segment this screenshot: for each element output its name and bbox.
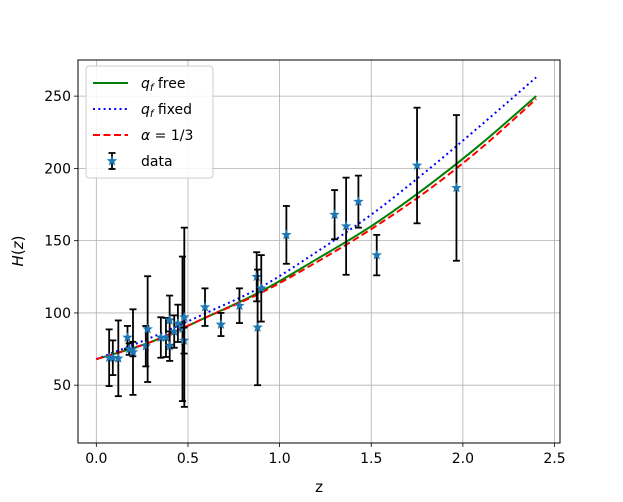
data-point — [122, 331, 133, 342]
legend-label: data — [141, 154, 173, 170]
data-point — [142, 323, 153, 334]
data-point — [329, 209, 340, 220]
y-tick-label: 250 — [44, 89, 71, 105]
data-point — [155, 331, 167, 342]
data-point — [353, 196, 364, 207]
data-point — [107, 352, 119, 363]
x-tick-label: 2.0 — [452, 451, 474, 467]
legend-marker — [106, 155, 118, 166]
x-axis-ticks: 0.0 0.5 1.0 1.5 2.0 2.5 — [85, 443, 566, 467]
data-point — [168, 326, 180, 337]
y-tick-label: 200 — [44, 161, 71, 177]
plot-frame — [77, 59, 561, 444]
data-point — [371, 249, 382, 260]
data-point — [252, 321, 263, 332]
data-point — [164, 314, 175, 325]
y-axis-label: H(z) — [9, 236, 27, 267]
legend-label: qf free — [141, 76, 185, 94]
x-tick-label: 1.0 — [268, 451, 290, 467]
y-tick-label: 100 — [44, 306, 71, 322]
x-tick-label: 2.5 — [543, 451, 565, 467]
data-point — [411, 160, 423, 170]
data-point — [179, 311, 190, 322]
x-tick-label: 0.0 — [85, 451, 107, 467]
legend-label: qf fixed — [141, 102, 192, 120]
data-point — [251, 271, 262, 282]
y-axis-ticks: 50 100 150 200 250 — [44, 89, 78, 394]
legend-label: α = 1/3 — [141, 128, 193, 144]
x-tick-label: 1.5 — [360, 451, 382, 467]
data-point — [199, 301, 211, 312]
data-point — [451, 182, 462, 193]
data-point — [140, 340, 152, 351]
data-point — [234, 300, 245, 311]
x-axis-label: z — [315, 478, 323, 496]
series-line — [95, 76, 537, 361]
data-point — [256, 282, 267, 293]
x-tick-label: 0.5 — [177, 451, 199, 467]
legend-box — [85, 65, 214, 179]
data-point — [160, 331, 172, 342]
data-point — [113, 352, 124, 363]
data-point — [127, 346, 139, 357]
data-point — [215, 318, 227, 329]
data-point — [340, 220, 352, 231]
y-tick-label: 50 — [53, 378, 71, 394]
legend: qf free qf fixed α = 1/3 data — [85, 65, 214, 179]
data-point — [172, 317, 184, 328]
data-point — [281, 229, 292, 240]
grid — [78, 60, 560, 443]
data-points — [103, 106, 462, 408]
y-tick-label: 150 — [44, 234, 71, 250]
data-point — [164, 340, 175, 351]
